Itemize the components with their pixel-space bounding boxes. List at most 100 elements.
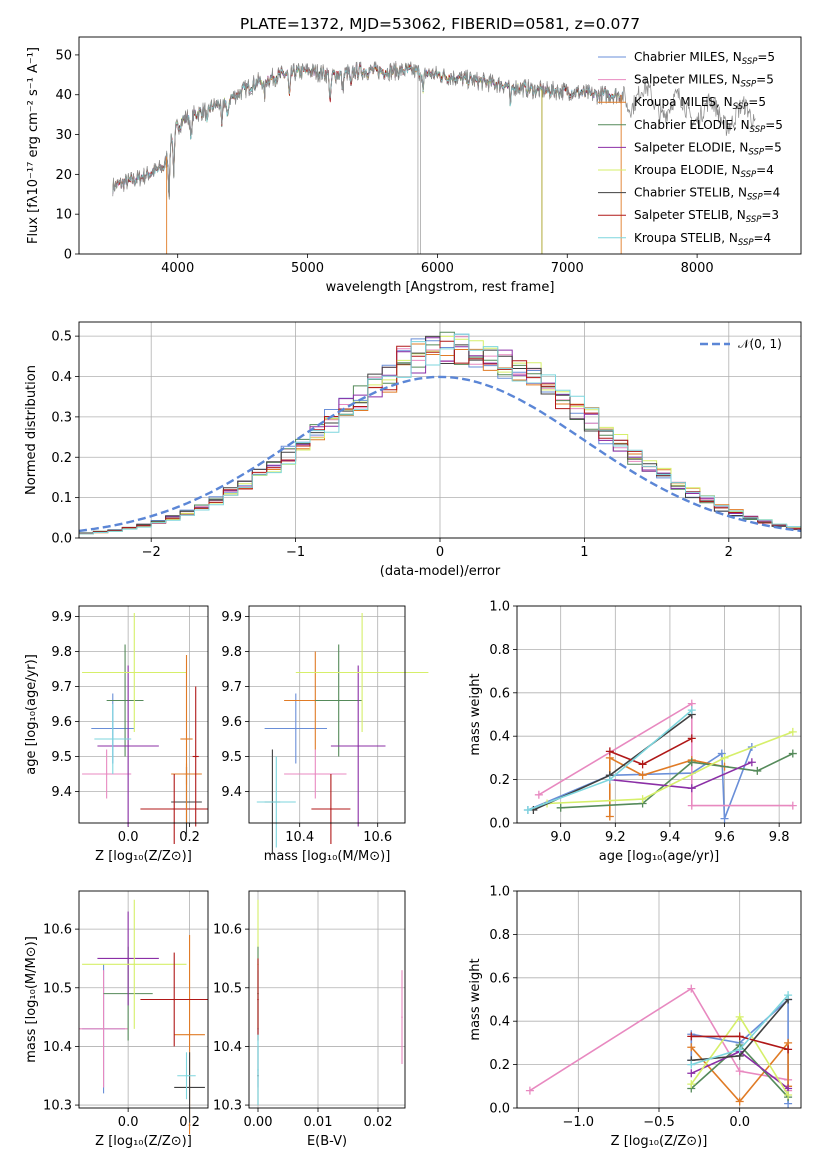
series-line-kroupa_elodie bbox=[546, 731, 794, 805]
plot-frame bbox=[516, 890, 802, 1109]
spectrum-line-salpeter_stelib bbox=[112, 63, 624, 196]
x-axis-label: age [log₁₀(age/yr)] bbox=[599, 849, 720, 864]
y-tick-label: 10.5 bbox=[43, 981, 72, 996]
x-tick-label: 7000 bbox=[551, 261, 584, 276]
legend-entry: Salpeter MILES, NSSP=5 bbox=[634, 73, 774, 90]
legend-entry: 𝒩(0, 1) bbox=[738, 337, 782, 351]
plus-marker bbox=[687, 1043, 696, 1052]
y-tick-label: 9.4 bbox=[221, 785, 242, 800]
legend-entry: Kroupa MILES, NSSP=5 bbox=[634, 95, 766, 112]
data-point bbox=[194, 755, 197, 758]
x-tick-label: −1 bbox=[286, 545, 305, 560]
y-tick-label: 0.0 bbox=[489, 1102, 510, 1117]
plot-frame bbox=[78, 605, 209, 824]
plus-marker bbox=[638, 795, 647, 804]
plot-frame bbox=[516, 605, 802, 824]
x-axis-label: mass [log₁₀(M/M⊙)] bbox=[264, 849, 391, 864]
x-tick-label: 10.4 bbox=[285, 830, 314, 845]
plus-marker bbox=[525, 1086, 534, 1095]
plus-marker bbox=[735, 1097, 744, 1106]
y-tick-label: 0.4 bbox=[51, 370, 72, 385]
y-tick-label: 9.9 bbox=[51, 610, 72, 625]
y-tick-label: 9.7 bbox=[221, 680, 242, 695]
legend-entry: Chabrier MILES, NSSP=5 bbox=[634, 50, 775, 67]
x-tick-label: 0.02 bbox=[364, 1115, 393, 1130]
plus-marker bbox=[735, 1012, 744, 1021]
spectrum-line-data bbox=[112, 60, 756, 200]
plus-marker bbox=[687, 1080, 696, 1089]
y-tick-label: 9.8 bbox=[221, 645, 242, 660]
y-tick-label: 20 bbox=[55, 168, 72, 183]
plus-marker bbox=[788, 801, 797, 810]
plus-marker bbox=[687, 1060, 696, 1069]
plus-marker bbox=[687, 984, 696, 993]
x-axis-label: Z [log₁₀(Z/Z⊙)] bbox=[95, 849, 192, 864]
y-tick-label: 10.6 bbox=[213, 923, 242, 938]
y-tick-label: 0.8 bbox=[489, 643, 510, 658]
y-tick-label: 9.6 bbox=[221, 715, 242, 730]
legend-entry: Chabrier STELIB, NSSP=4 bbox=[634, 186, 780, 203]
data-point bbox=[105, 773, 108, 775]
plus-marker bbox=[534, 790, 543, 799]
plot-frame bbox=[248, 605, 406, 824]
series-line-salpeter_stelib bbox=[609, 737, 693, 766]
y-tick-label: 9.7 bbox=[51, 680, 72, 695]
data-point bbox=[111, 738, 114, 740]
plus-marker bbox=[605, 812, 614, 821]
x-tick-label: 6000 bbox=[421, 261, 454, 276]
spectrum-lines bbox=[112, 60, 756, 254]
plus-marker bbox=[747, 758, 756, 767]
x-tick-label: 8000 bbox=[681, 261, 714, 276]
plus-marker bbox=[605, 775, 614, 784]
plus-marker bbox=[784, 1090, 793, 1099]
y-axis-label: mass weight bbox=[468, 673, 483, 755]
plus-marker bbox=[556, 803, 565, 812]
chart-spectrum: 4000 5000 6000 7000 8000 0 10 20 30 40 50 wavelengt… bbox=[26, 15, 802, 295]
y-tick-label: 0.4 bbox=[489, 1015, 510, 1030]
plus-marker bbox=[735, 1067, 744, 1076]
x-tick-label: 5000 bbox=[291, 261, 324, 276]
y-tick-label: 10.3 bbox=[43, 1099, 72, 1114]
x-tick-label: −1.0 bbox=[563, 1115, 595, 1130]
data-point bbox=[257, 998, 259, 1001]
y-tick-label: 50 bbox=[55, 48, 72, 63]
x-tick-label: −2 bbox=[142, 545, 161, 560]
chart-mass-vs-ebv: 0.00 0.01 0.02 10.3 10.4 10.5 10.6 E(B-V) bbox=[213, 890, 406, 1149]
y-tick-label: 9.6 bbox=[51, 715, 72, 730]
y-tick-label: 9.5 bbox=[51, 750, 72, 765]
y-tick-label: 0.6 bbox=[489, 686, 510, 701]
data-point bbox=[257, 1069, 259, 1071]
data-point bbox=[133, 671, 136, 674]
y-tick-label: 10 bbox=[55, 208, 72, 223]
chart-mass-vs-z: 0.0 0.210.310.410.510.6Z [log₁₀(Z/Z⊙)]mas… bbox=[24, 890, 209, 1149]
spectrum-line-chabrier_elodie bbox=[112, 63, 624, 196]
y-tick-label: 0.8 bbox=[489, 928, 510, 943]
x-tick-label: 9.2 bbox=[605, 830, 626, 845]
y-axis-label: Normed distribution bbox=[24, 365, 39, 495]
legend-entry: Salpeter ELODIE, NSSP=5 bbox=[634, 140, 782, 157]
x-tick-label: 0 bbox=[436, 545, 444, 560]
y-tick-label: 0 bbox=[64, 248, 72, 263]
data-point bbox=[127, 745, 129, 747]
x-tick-label: 2 bbox=[725, 545, 733, 560]
x-axis-label: (data-model)/error bbox=[380, 564, 501, 579]
y-tick-label: 10.5 bbox=[213, 981, 242, 996]
data-point bbox=[102, 1028, 105, 1030]
series-line-salpeter_miles bbox=[538, 702, 793, 807]
chart-age-vs-z: 0.0 0.2 9.4 9.5 9.6 9.7 9.8 9.9 Z [log₁₀(Z/Z⊙)] a… bbox=[24, 605, 209, 864]
chart-residuals: −2 −1 0 1 2 0.0 0.1 0.2 0.3 0.4 0.5 (data-model)/er… bbox=[24, 321, 802, 579]
chart-age-vs-mass: 10.4 10.6 9.4 9.5 9.6 9.7 9.8 9.9 mass [log₁₀(M/… bbox=[221, 605, 429, 864]
x-tick-label: 0.00 bbox=[244, 1115, 273, 1130]
histograms bbox=[79, 331, 801, 536]
plus-marker bbox=[720, 814, 729, 823]
data-point bbox=[361, 671, 363, 674]
plot-frame bbox=[78, 321, 802, 539]
x-tick-label: 0.0 bbox=[729, 1115, 750, 1130]
plus-marker bbox=[717, 749, 726, 758]
y-tick-label: 9.9 bbox=[221, 610, 242, 625]
plus-marker bbox=[523, 805, 532, 814]
data-point bbox=[127, 957, 129, 960]
y-axis-label: mass [log₁₀(M/M⊙)] bbox=[24, 936, 39, 1063]
x-tick-label: −0.5 bbox=[643, 1115, 675, 1130]
